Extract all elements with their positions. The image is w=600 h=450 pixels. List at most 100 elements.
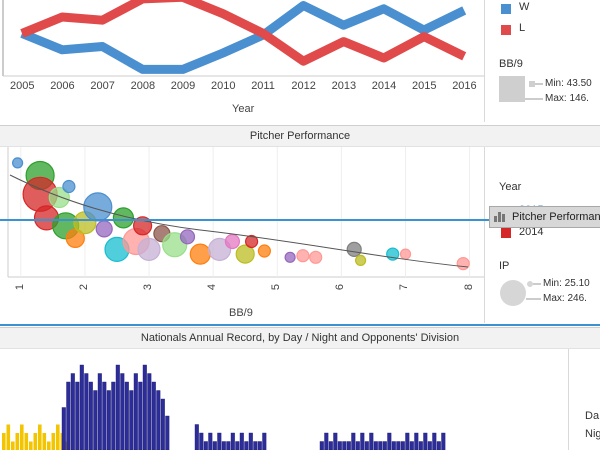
bar-night [364, 441, 369, 450]
legend-2014-label: 2014 [519, 226, 544, 238]
bar-night [102, 381, 107, 450]
bar-night [324, 432, 329, 450]
bar-night [378, 441, 383, 450]
wl-x-tick: 2008 [130, 80, 156, 92]
bar-night [418, 441, 423, 450]
scatter-point [62, 179, 76, 194]
bar-night [441, 432, 446, 450]
scatter-point [245, 234, 259, 249]
bar-night [342, 441, 347, 450]
scatter-point [208, 237, 232, 262]
bar-night [346, 441, 351, 450]
bar-day [51, 433, 56, 450]
bb9-size-legend-max: Max: 146. [545, 93, 589, 104]
bar-night [409, 441, 414, 450]
wl-x-tick: 2010 [211, 80, 236, 92]
annual-record-panel: Da Nig [0, 349, 600, 450]
annual-record-bars[interactable] [0, 349, 568, 450]
scatter-x-tick: 1 [13, 283, 26, 291]
bar-night [221, 441, 226, 450]
bar-night [230, 432, 235, 450]
reference-line[interactable] [0, 219, 600, 221]
bar-night [70, 373, 75, 450]
bar-night [432, 432, 437, 450]
wl-x-tick: 2014 [371, 80, 397, 92]
bar-night [387, 432, 392, 450]
bar-night [75, 381, 80, 450]
bar-night [160, 398, 165, 450]
scatter-point [48, 186, 70, 209]
ip-size-legend-title: IP [499, 260, 510, 272]
pitcher-scatter[interactable] [0, 147, 484, 323]
bar-day [24, 433, 29, 450]
bar-day [6, 424, 11, 450]
bar-day [11, 441, 15, 450]
bar-night [199, 432, 204, 450]
legend-w-swatch [501, 4, 511, 14]
bar-night [120, 373, 125, 450]
scatter-point [456, 256, 470, 271]
wl-legend: W L BB/9 Min: 43.50 Max: 146. [484, 0, 600, 122]
legend-2014-swatch [501, 228, 511, 238]
bar-night [124, 381, 129, 450]
bar-night [165, 415, 170, 450]
scatter-point [179, 229, 196, 245]
bar-night [217, 432, 222, 450]
bar-night [194, 424, 199, 450]
bar-night [248, 432, 253, 450]
scatter-point [309, 250, 323, 264]
scatter-x-tick: 2 [77, 283, 90, 291]
wl-chart-panel: 2005 2006 2007 2008 2009 2010 2011 2012 2013 2014… [0, 0, 600, 122]
bar-night [333, 432, 338, 450]
scatter-point [257, 244, 271, 258]
wl-x-tick: 2011 [251, 80, 275, 92]
bar-night [212, 441, 217, 450]
trend-line [9, 174, 469, 268]
scatter-point [189, 243, 211, 265]
legend-l-label: L [519, 22, 526, 34]
bar-night [360, 432, 365, 450]
bar-night [115, 364, 120, 450]
bar-night [373, 441, 378, 450]
wl-x-tick: 2012 [291, 80, 316, 92]
year-legend-title: Year [499, 181, 522, 193]
bar-night [391, 441, 396, 450]
ip-size-legend [500, 280, 541, 306]
bar-night [239, 432, 244, 450]
bar-night [203, 441, 208, 450]
bar-night [257, 441, 262, 450]
scatter-x-tick: 6 [334, 283, 347, 291]
scatter-point [235, 244, 255, 264]
scatter-x-axis-title: BB/9 [229, 307, 253, 319]
scatter-point [224, 233, 240, 250]
bar-night [97, 373, 102, 450]
wl-x-tick: 2013 [331, 80, 357, 92]
bar-night [319, 441, 324, 450]
scatter-point [399, 248, 412, 260]
pitcher-performance-title: Pitcher Performance [0, 125, 600, 147]
bar-night [84, 373, 89, 450]
tooltip-pitcher-performance: Pitcher Performan [489, 206, 600, 228]
wl-x-tick: 2009 [170, 80, 196, 92]
pitcher-panel: 1 2 3 4 5 6 7 8 BB/9 Year 2015 2014 IP Min: 25.… [0, 147, 600, 323]
bb9-size-legend-title: BB/9 [499, 58, 523, 70]
bar-day [47, 441, 51, 450]
scatter-x-tick: 8 [462, 283, 475, 291]
bar-night [436, 441, 441, 450]
bar-night [382, 441, 387, 450]
bar-night [235, 441, 240, 450]
scatter-point [346, 241, 362, 258]
bb9-size-legend-max-box [499, 76, 525, 102]
bar-night [66, 381, 71, 450]
wl-x-axis-title: Year [232, 103, 255, 115]
bar-night [61, 407, 66, 450]
bar-night [88, 381, 93, 450]
legend-w-label: W [519, 1, 530, 13]
bar-night [208, 432, 213, 450]
scatter-point [12, 157, 24, 169]
series-line-l [20, 0, 467, 66]
series-line-w [20, 1, 467, 74]
scatter-x-tick: 5 [270, 283, 283, 291]
bar-day [29, 441, 33, 450]
bar-night [79, 364, 84, 450]
